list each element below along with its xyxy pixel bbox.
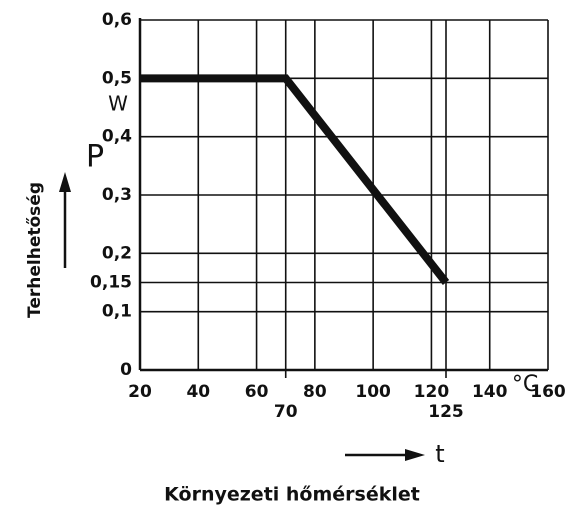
x-tick-label: 60 [245,382,269,402]
y-tick-label: 0,4 [102,127,132,147]
y-tick-label: 0,1 [102,302,132,322]
data-line [140,74,450,285]
x-unit: °C [512,372,538,397]
x-symbol: t [435,440,444,468]
y-symbol: P [86,140,104,175]
y-tick-label: 0,6 [102,10,132,30]
x-tick-label: 80 [303,382,327,402]
x-tick-label: 40 [186,382,210,402]
y-unit: W [108,92,128,116]
x-tick-label: 120 [414,382,450,402]
y-tick-label: 0,2 [102,243,132,263]
x-tick-label: 70 [274,402,298,422]
y-axis-label: Terhelhetőség [25,182,45,318]
y-tick-label: 0 [120,360,132,380]
x-tick-label: 160 [530,382,566,402]
x-tick-label: 20 [128,382,152,402]
y-tick-label: 0,15 [90,273,132,293]
y-tick-label: 0,5 [102,68,132,88]
y-tick-label: 0,3 [102,185,132,205]
x-arrowhead [405,449,425,461]
x-axis-label: Környezeti hőmérséklet [164,484,420,506]
x-tick-label: 140 [472,382,508,402]
x-tick-label: 125 [428,402,464,422]
x-tick-label: 100 [355,382,391,402]
y-arrowhead [59,172,71,192]
